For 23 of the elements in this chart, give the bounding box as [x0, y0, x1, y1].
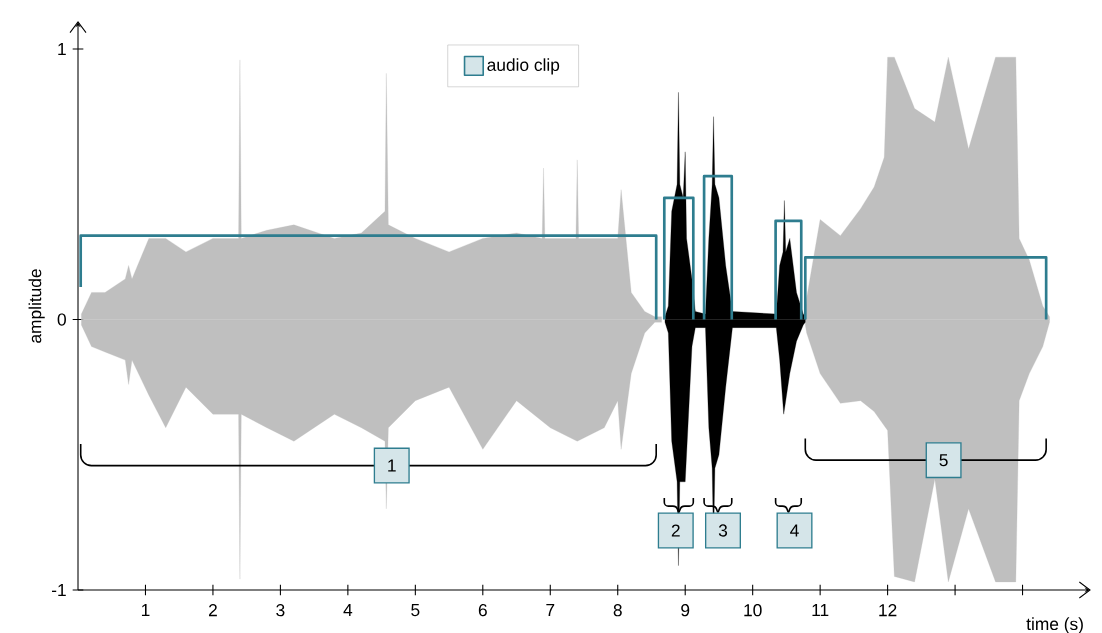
x-tick-label: 8 [613, 604, 622, 617]
x-tick-label: 7 [546, 604, 555, 616]
annotation: 5 [939, 454, 948, 467]
y-tick-label: 1 [58, 43, 66, 56]
y-axis-title: amplitude [28, 269, 45, 343]
x-tick-label: 6 [478, 604, 487, 617]
x-axis-title: time (s) [1026, 617, 1083, 633]
annotation: 3 [718, 524, 728, 537]
x-tick-label: 12 [879, 604, 897, 617]
legend-label: audio clip [487, 58, 560, 75]
y-tick-label: 0 [57, 313, 66, 326]
annotation: 2 [671, 524, 680, 537]
x-tick-label: 1 [141, 604, 150, 616]
x-tick-label: 10 [744, 604, 762, 617]
annotation: 1 [388, 459, 396, 472]
x-tick-label: 3 [276, 604, 285, 617]
annotation: 4 [790, 524, 799, 537]
x-tick-label: 2 [209, 604, 217, 617]
x-tick-label: 5 [411, 604, 420, 617]
x-tick-label: 9 [681, 604, 690, 617]
y-tick-label: -1 [51, 584, 66, 596]
x-tick-label: 11 [812, 604, 829, 616]
x-tick-label: 4 [343, 604, 353, 616]
